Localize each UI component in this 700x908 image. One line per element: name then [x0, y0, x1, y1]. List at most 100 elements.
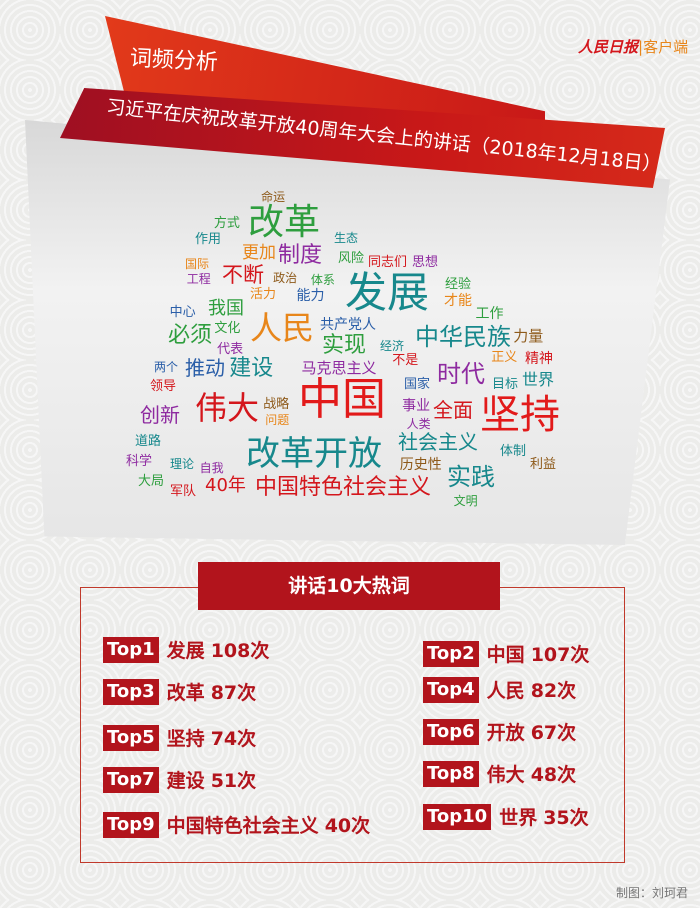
- cloud-word: 全面: [433, 398, 473, 422]
- cloud-word: 同志们: [368, 255, 408, 270]
- cloud-word: 事业: [402, 397, 431, 414]
- word: 中国: [486, 644, 525, 666]
- count: 67次: [530, 722, 577, 744]
- rank-badge: Top8: [423, 760, 479, 787]
- cloud-word: 创新: [140, 403, 180, 427]
- cloud-word: 中国特色社会主义: [255, 475, 432, 500]
- top-word-item: Top10 世界 35次: [423, 803, 589, 830]
- cloud-word: 命运: [261, 189, 286, 204]
- top-word-item: Top1 发展 108次: [103, 636, 269, 663]
- cloud-word: 实践: [447, 463, 495, 491]
- word: 世界: [499, 807, 538, 829]
- cloud-word: 才能: [444, 293, 472, 309]
- top-word-item: Top4 人民 82次: [423, 676, 576, 703]
- cloud-word: 政治: [273, 271, 298, 286]
- cloud-word: 领导: [150, 379, 177, 394]
- top-words-heading: 讲话10大热词: [198, 562, 500, 610]
- cloud-word: 改革: [248, 202, 321, 243]
- cloud-word: 工程: [186, 271, 211, 286]
- cloud-word: 代表: [217, 341, 244, 357]
- word: 发展: [166, 640, 205, 662]
- word: 建设: [166, 770, 205, 792]
- count: 40次: [324, 815, 371, 837]
- word: 中国特色社会主义: [166, 815, 319, 837]
- cloud-word: 大局: [138, 474, 165, 489]
- cloud-word: 正义: [491, 350, 518, 366]
- word-cloud-panel: [25, 120, 670, 545]
- cloud-word: 40年: [205, 475, 246, 496]
- count: 87次: [210, 682, 257, 704]
- word: 改革: [166, 682, 205, 704]
- cloud-word: 中华民族: [415, 323, 511, 351]
- cloud-word: 利益: [530, 457, 557, 472]
- count: 35次: [543, 807, 589, 829]
- cloud-word: 活力: [250, 287, 277, 302]
- cloud-word: 科学: [126, 454, 153, 469]
- cloud-word: 改革开放: [246, 434, 382, 474]
- count: 82次: [530, 680, 577, 702]
- cloud-word: 风险: [338, 251, 365, 266]
- cloud-word: 发展: [345, 268, 430, 317]
- rank-badge: Top3: [103, 678, 159, 705]
- cloud-word: 世界: [522, 370, 555, 389]
- cloud-word: 伟大: [195, 389, 260, 427]
- rank-badge: Top5: [103, 724, 159, 751]
- top-word-item: Top7 建设 51次: [103, 766, 256, 793]
- rank-badge: Top7: [103, 766, 159, 793]
- cloud-word: 不断: [222, 263, 264, 287]
- rank-badge: Top2: [423, 640, 479, 667]
- cloud-word: 人类: [406, 416, 431, 431]
- cloud-word: 作用: [195, 232, 222, 247]
- cloud-word: 两个: [154, 360, 179, 375]
- top-word-item: Top8 伟大 48次: [423, 760, 576, 787]
- cloud-word: 中国: [298, 374, 386, 425]
- cloud-word: 经验: [445, 277, 472, 292]
- cloud-word: 推动: [185, 356, 225, 380]
- cloud-word: 必须: [168, 323, 213, 348]
- cloud-word: 问题: [265, 413, 290, 428]
- cloud-word: 马克思主义: [301, 358, 377, 377]
- cloud-word: 不是: [392, 353, 419, 369]
- rank-badge: Top4: [423, 676, 479, 703]
- word-cloud: 改革 制度 更加 不断 发展 人民 我国 必须 实现 中华民族 推动 建设 时代 伟大 中国 坚持 创新 全面 改革…: [126, 189, 560, 509]
- cloud-word: 目标: [492, 377, 519, 392]
- credit: 制图：刘珂君: [615, 886, 688, 900]
- top-word-item: Top3 改革 87次: [103, 678, 256, 705]
- cloud-word: 历史性: [399, 457, 442, 474]
- cloud-word: 力量: [513, 327, 544, 346]
- word: 开放: [486, 722, 525, 744]
- cloud-word: 国家: [404, 377, 431, 392]
- cloud-word: 理论: [170, 457, 195, 471]
- cloud-word: 坚持: [480, 392, 560, 438]
- word: 伟大: [486, 764, 525, 786]
- cloud-word: 战略: [263, 397, 290, 413]
- count: 108次: [210, 640, 270, 662]
- cloud-word: 我国: [208, 298, 244, 319]
- cloud-word: 时代: [437, 360, 485, 388]
- cloud-word: 能力: [296, 288, 325, 305]
- cloud-word: 文明: [453, 494, 478, 509]
- cloud-word: 中心: [169, 305, 196, 321]
- rank-badge: Top6: [423, 718, 479, 745]
- top-word-item: Top6 开放 67次: [423, 718, 576, 745]
- count: 48次: [530, 764, 577, 786]
- cloud-word: 国际: [185, 257, 210, 271]
- cloud-word: 制度: [278, 243, 323, 268]
- cloud-word: 自我: [199, 461, 224, 476]
- rank-badge: Top9: [103, 811, 159, 838]
- cloud-word: 方式: [213, 216, 240, 232]
- count: 51次: [210, 770, 257, 792]
- cloud-word: 精神: [525, 351, 553, 367]
- cloud-word: 军队: [170, 484, 197, 499]
- top-word-item: Top5 坚持 74次: [103, 724, 256, 751]
- cloud-word: 生态: [334, 231, 359, 245]
- logo: 人民日报|客户端: [578, 38, 689, 56]
- cloud-word: 社会主义: [398, 430, 478, 454]
- cloud-word: 建设: [229, 356, 274, 382]
- cloud-word: 工作: [475, 305, 504, 322]
- cloud-word: 人民: [250, 309, 315, 347]
- word: 人民: [486, 680, 525, 702]
- cloud-word: 道路: [135, 434, 162, 449]
- rank-badge: Top1: [103, 636, 159, 663]
- rank-badge: Top10: [423, 803, 492, 830]
